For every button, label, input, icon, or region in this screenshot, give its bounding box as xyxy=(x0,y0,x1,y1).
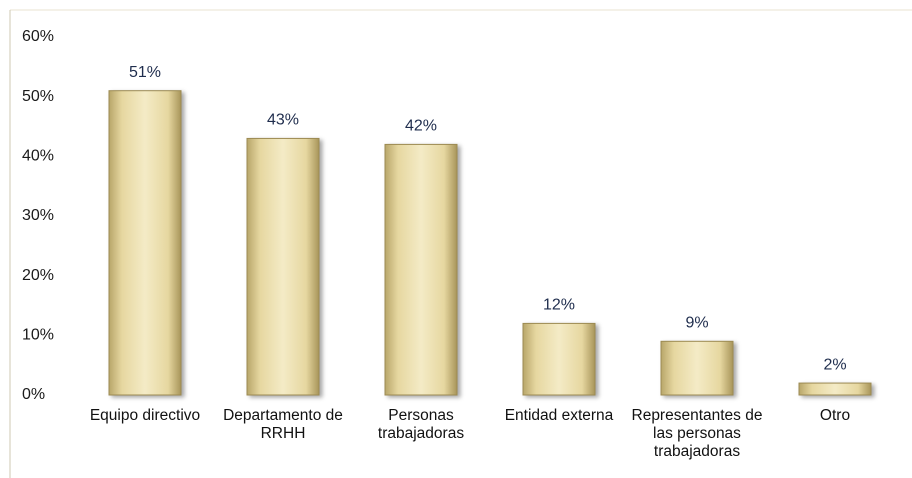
value-label: 51% xyxy=(129,64,161,81)
y-tick-label: 0% xyxy=(22,386,45,403)
y-tick-label: 20% xyxy=(22,267,54,284)
value-label: 42% xyxy=(405,118,437,135)
y-tick-label: 60% xyxy=(22,28,54,45)
y-tick-label: 50% xyxy=(22,88,54,105)
bar xyxy=(246,137,320,396)
x-tick-label: Personas trabajadoras xyxy=(377,407,465,442)
value-label: 12% xyxy=(543,297,575,314)
x-tick-label: Otro xyxy=(819,407,851,424)
bar xyxy=(660,340,734,396)
x-tick-label: Representantes de las personas trabajado… xyxy=(631,407,763,460)
bar xyxy=(108,90,182,396)
value-label: 2% xyxy=(823,356,846,373)
y-tick-label: 30% xyxy=(22,207,54,224)
bar xyxy=(522,322,596,396)
x-tick-label: Entidad externa xyxy=(504,407,614,424)
value-label: 43% xyxy=(267,112,299,129)
y-tick-label: 10% xyxy=(22,327,54,344)
value-label: 9% xyxy=(685,315,708,332)
x-tick-label: Departamento de RRHH xyxy=(223,407,343,442)
bar xyxy=(384,143,458,396)
bar xyxy=(798,382,872,396)
x-tick-label: Equipo directivo xyxy=(89,407,201,424)
y-tick-label: 40% xyxy=(22,148,54,165)
